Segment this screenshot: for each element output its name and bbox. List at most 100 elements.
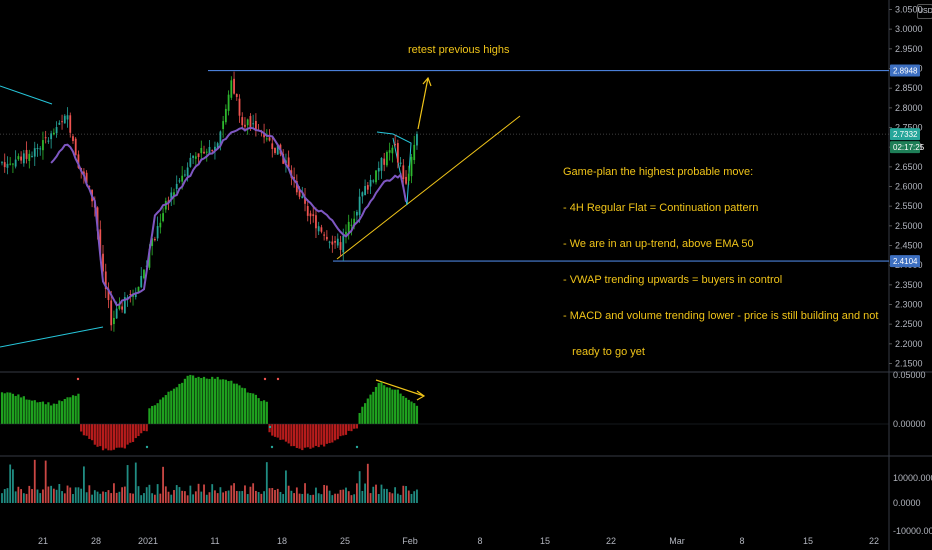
macd-bar bbox=[110, 424, 113, 451]
macd-bar bbox=[339, 424, 342, 437]
macd-bar bbox=[96, 424, 99, 447]
volume-bar bbox=[315, 487, 317, 503]
candle-body bbox=[28, 153, 31, 161]
volume-bar bbox=[192, 494, 194, 503]
macd-bar bbox=[44, 404, 47, 424]
macd-histogram bbox=[0, 374, 889, 451]
candle-body bbox=[58, 122, 61, 125]
macd-bar bbox=[279, 424, 282, 440]
volume-bar bbox=[69, 487, 72, 503]
volume-bar bbox=[293, 493, 296, 503]
candle-body bbox=[271, 143, 274, 149]
tag-last: 2.7332 bbox=[893, 130, 918, 139]
volume-bar bbox=[61, 491, 63, 503]
candle-body bbox=[230, 80, 233, 98]
volume-bar bbox=[396, 493, 399, 503]
macd-bar bbox=[93, 424, 96, 445]
candle-body bbox=[252, 123, 255, 125]
candle-body bbox=[200, 147, 203, 154]
candle-body bbox=[274, 147, 276, 153]
candle-body bbox=[148, 249, 151, 268]
candle-body bbox=[83, 171, 85, 175]
volume-bar bbox=[96, 491, 99, 503]
volume-bar bbox=[410, 493, 413, 503]
macd-bar bbox=[20, 397, 23, 424]
volume-bar bbox=[83, 466, 85, 503]
volume-bar bbox=[238, 491, 241, 503]
volume-bar bbox=[74, 487, 77, 503]
candle-body bbox=[173, 192, 175, 196]
gameplan-line-4: - MACD and volume trending lower - price… bbox=[563, 310, 879, 322]
macd-bar bbox=[227, 381, 230, 424]
candle-body bbox=[107, 288, 110, 301]
macd-bar bbox=[161, 397, 165, 424]
volume-bar bbox=[104, 491, 107, 503]
volume-bar bbox=[211, 484, 214, 503]
tag-last-bg bbox=[890, 128, 920, 141]
macd-bar bbox=[47, 402, 50, 424]
macd-bar bbox=[211, 376, 214, 424]
volume-bar bbox=[52, 488, 55, 503]
volume-bar bbox=[246, 494, 249, 503]
volume-bar bbox=[159, 493, 162, 503]
macd-bar bbox=[126, 424, 129, 445]
macd-bar bbox=[115, 424, 118, 448]
volume-bar bbox=[285, 470, 287, 503]
macd-bar bbox=[254, 394, 257, 424]
volume-bar bbox=[323, 484, 326, 503]
candle-body bbox=[3, 162, 6, 168]
candle-body bbox=[39, 148, 42, 150]
price-axis-label: 2.5000 bbox=[895, 221, 923, 231]
volume-bar bbox=[380, 484, 383, 503]
currency-badge[interactable]: USD bbox=[917, 4, 932, 19]
time-axis-label: 22 bbox=[606, 536, 616, 546]
volume-bar bbox=[47, 486, 50, 503]
volume-bar bbox=[134, 462, 137, 503]
macd-bar bbox=[181, 382, 184, 424]
time-axis-label: 8 bbox=[739, 536, 744, 546]
volume-bar bbox=[298, 493, 301, 503]
volume-bar bbox=[306, 493, 309, 503]
volume-bar bbox=[205, 494, 208, 503]
macd-cross-marker bbox=[268, 425, 272, 429]
volume-bar bbox=[33, 459, 36, 503]
candle-body bbox=[416, 133, 418, 146]
time-axis-label: 18 bbox=[277, 536, 287, 546]
volume-bar bbox=[276, 488, 279, 503]
macd-bar bbox=[129, 424, 132, 443]
macd-bar bbox=[355, 424, 358, 429]
macd-bar bbox=[148, 408, 151, 424]
time-axis-label: 25 bbox=[340, 536, 350, 546]
volume-bar bbox=[214, 490, 216, 503]
volume-bar bbox=[88, 485, 91, 503]
macd-bar bbox=[413, 403, 416, 424]
volume-bar bbox=[20, 489, 23, 503]
volume-bar bbox=[118, 491, 121, 503]
candle-body bbox=[309, 213, 312, 217]
macd-bar bbox=[383, 385, 386, 424]
macd-bar bbox=[194, 377, 197, 424]
vwap-line bbox=[50, 126, 407, 307]
volume-bar bbox=[72, 494, 74, 503]
volume-bar bbox=[336, 493, 339, 503]
volume-bar bbox=[263, 491, 265, 503]
time-axis[interactable]: 21 28 2021 11 18 25 Feb 8 15 22 Mar 8 15 22 bbox=[38, 536, 879, 546]
candle-body bbox=[52, 132, 55, 135]
macd-bar bbox=[372, 391, 375, 424]
volume-bar bbox=[353, 494, 356, 503]
candle-body bbox=[33, 148, 36, 157]
candle-body bbox=[74, 138, 77, 156]
candle-body bbox=[1, 162, 3, 164]
macd-bar bbox=[404, 397, 408, 424]
price-axis-label: 2.3000 bbox=[895, 300, 923, 310]
candle-body bbox=[72, 136, 74, 142]
candle-body bbox=[366, 185, 369, 190]
candle-body bbox=[320, 227, 323, 232]
price-axis-label: 2.6500 bbox=[895, 162, 923, 172]
volume-bar bbox=[9, 464, 12, 503]
macd-bar bbox=[36, 402, 39, 424]
candle-body bbox=[386, 152, 388, 166]
volume-bar bbox=[265, 462, 268, 503]
volume-bar bbox=[115, 492, 118, 503]
